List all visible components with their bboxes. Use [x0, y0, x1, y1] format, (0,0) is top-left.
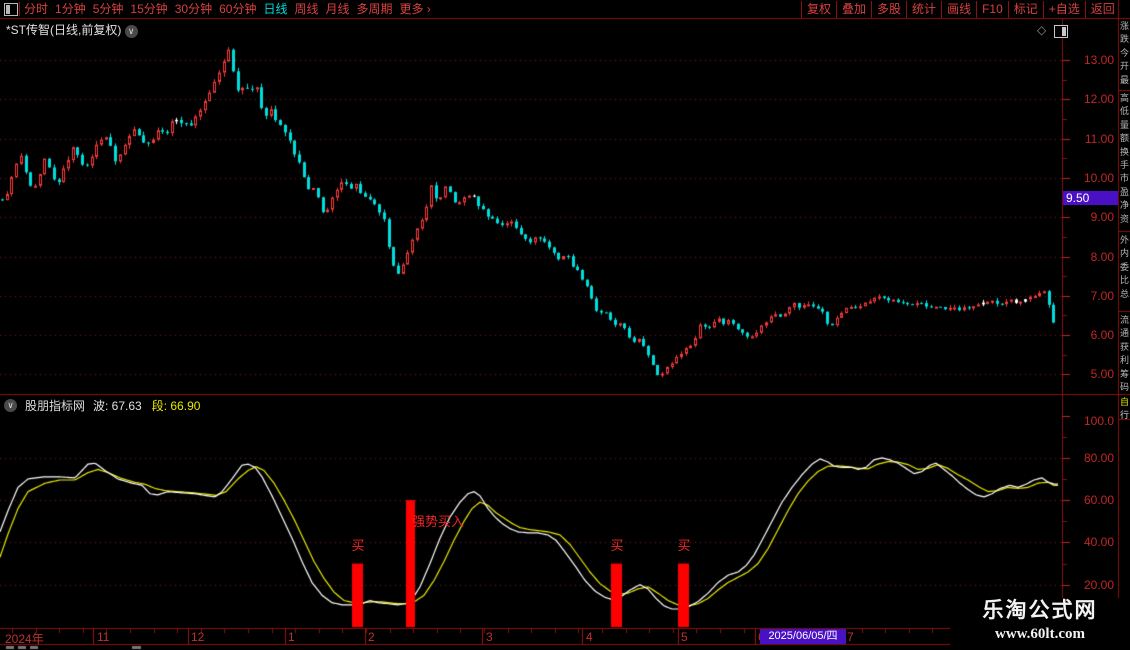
price-tick-label: 13.00: [1083, 53, 1114, 67]
chevron-down-icon[interactable]: ∨: [4, 399, 17, 412]
toolbar-item-周线[interactable]: 周线: [294, 1, 319, 16]
clipped-panel-text: 高低量额换手市盈净资: [1119, 93, 1129, 224]
indicator-tick-label: 100.0: [1083, 413, 1114, 428]
buy-signal-label: 买: [610, 538, 624, 553]
indicator-tick-label: 80.00: [1083, 450, 1114, 465]
toolbar-item-+自选[interactable]: +自选: [1042, 0, 1085, 18]
price-tick-label: 12.00: [1083, 92, 1114, 107]
axis-month-label: 2: [368, 630, 375, 644]
toolbar-item-标记[interactable]: 标记: [1007, 0, 1043, 18]
pane-layout-icon[interactable]: [1054, 25, 1068, 38]
toolbar-item-F10[interactable]: F10: [976, 0, 1008, 18]
indicator-readout-段: 段: 66.90: [151, 399, 201, 413]
chevron-down-icon[interactable]: ∨: [124, 25, 138, 38]
cursor-date-badge: 2025/06/05/四: [760, 629, 846, 644]
clipped-panel-text: 自: [1119, 397, 1129, 407]
window-split-icon[interactable]: [4, 3, 18, 16]
toolbar-item-1分钟[interactable]: 1分钟: [55, 1, 86, 16]
axis-year-label: 2024年: [5, 632, 44, 646]
toolbar-item-返回[interactable]: 返回: [1084, 0, 1120, 18]
toolbar-item-更多 ›[interactable]: 更多 ›: [399, 1, 431, 16]
toolbar-item-日线[interactable]: 日线: [263, 1, 288, 16]
toolbar-right: 复权 叠加 多股 统计 画线 F10 标记 +自选 返回: [801, 0, 1120, 18]
watermark-url: www.60lt.com: [995, 626, 1085, 642]
clipped-panel-text: 涨跌今开最: [1119, 21, 1129, 85]
toolbar-item-30分钟[interactable]: 30分钟: [174, 1, 213, 16]
axis-month-label: 3: [486, 630, 493, 644]
toolbar-left: 分时 1分钟 5分钟 15分钟 30分钟 60分钟 日线 周线 月线 多周期 更多 ›: [24, 0, 431, 18]
watermark: 乐淘公式网 www.60lt.com: [950, 598, 1130, 650]
cursor-price-badge: 9.50: [1063, 190, 1118, 205]
axis-month-label: 12: [191, 630, 205, 644]
indicator-name: 股朋指标网: [25, 399, 86, 413]
clipped-panel-text: 行: [1119, 410, 1129, 420]
axis-month-label: 7: [847, 630, 854, 644]
buy-signal-label: 买: [677, 538, 691, 553]
toolbar-item-5分钟[interactable]: 5分钟: [92, 1, 124, 16]
price-tick-label: 10.00: [1083, 170, 1114, 185]
chart-title: *ST传智(日线,前复权) ∨: [6, 21, 138, 38]
indicator-tick-label: 60.00: [1083, 493, 1114, 508]
watermark-site-name: 乐淘公式网: [982, 599, 1098, 622]
axis-month-label: 4: [586, 630, 593, 644]
toolbar-item-复权[interactable]: 复权: [801, 0, 836, 18]
price-tick-label: 8.00: [1090, 249, 1114, 264]
diamond-icon[interactable]: ◇: [1037, 23, 1047, 37]
toolbar-item-画线[interactable]: 画线: [941, 0, 976, 18]
toolbar-item-分时[interactable]: 分时: [24, 1, 49, 16]
toolbar-item-60分钟[interactable]: 60分钟: [219, 1, 257, 16]
toolbar-item-叠加[interactable]: 叠加: [836, 0, 871, 18]
axis-month-label: 11: [97, 630, 110, 644]
buy-signal-label: 强势买入: [412, 514, 465, 529]
indicator-header: ∨ 股朋指标网 波: 67.63 段: 66.90: [4, 397, 210, 414]
axis-month-label: 5: [681, 630, 688, 644]
toolbar-item-统计[interactable]: 统计: [906, 0, 941, 18]
indicator-tick-label: 20.00: [1083, 577, 1114, 592]
toolbar-item-15分钟[interactable]: 15分钟: [130, 1, 168, 16]
price-tick-label: 7.00: [1090, 288, 1114, 303]
price-tick-label: 11.00: [1084, 131, 1114, 146]
indicator-readout-波: 波: 67.63: [93, 399, 142, 413]
price-tick-label: 6.00: [1090, 328, 1114, 343]
buy-signal-label: 买: [351, 538, 365, 553]
clipped-panel-text: 流通获利筹码: [1119, 315, 1129, 393]
toolbar-divider: [19, 2, 20, 16]
indicator-tick-label: 40.00: [1083, 535, 1114, 550]
axis-month-label: 1: [288, 630, 295, 644]
toolbar-item-月线[interactable]: 月线: [325, 1, 350, 16]
price-tick-label: 5.00: [1090, 367, 1114, 382]
toolbar-item-多周期[interactable]: 多周期: [356, 1, 393, 16]
clipped-panel-text: 外内委比总: [1119, 235, 1129, 299]
page-title: *ST传智(日线,前复权): [6, 23, 122, 37]
price-tick-label: 9.00: [1090, 210, 1114, 225]
indicator-readouts: 波: 67.63 段: 66.90: [93, 397, 210, 414]
toolbar-item-多股[interactable]: 多股: [871, 0, 906, 18]
